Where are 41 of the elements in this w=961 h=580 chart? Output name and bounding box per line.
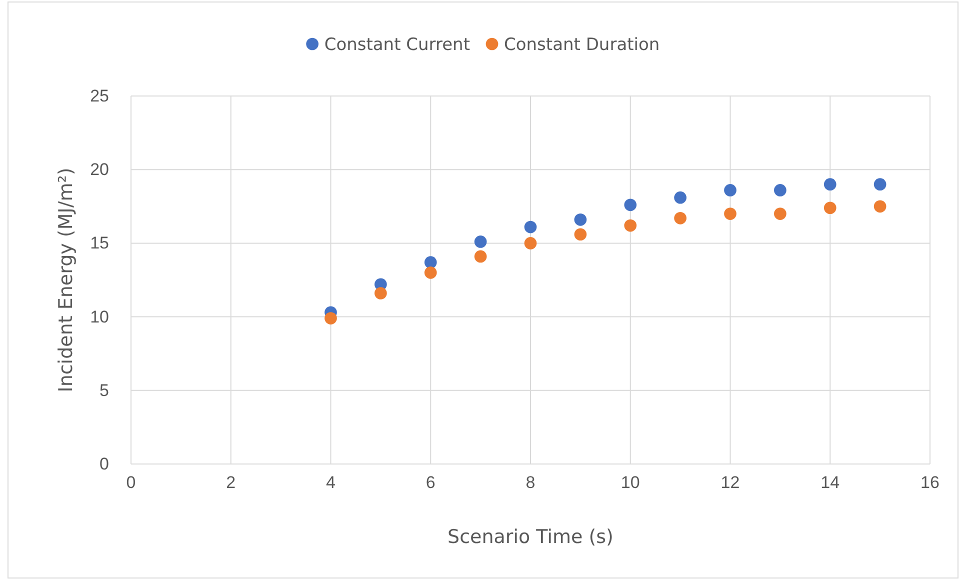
- point: [424, 266, 437, 279]
- x-tick-label: 0: [126, 473, 136, 492]
- x-tick-label: 10: [620, 473, 640, 492]
- x-tick-label: 4: [326, 473, 336, 492]
- y-tick-label: 25: [90, 86, 109, 106]
- x-tick-label: 14: [820, 473, 840, 492]
- point: [674, 212, 686, 224]
- point: [474, 236, 487, 248]
- x-tick-label: 2: [226, 473, 236, 492]
- x-tick-label: 16: [920, 473, 940, 492]
- point: [824, 202, 836, 214]
- y-tick-label: 10: [90, 307, 109, 326]
- x-tick-label: 12: [720, 473, 740, 492]
- point: [374, 287, 387, 300]
- point: [774, 184, 786, 196]
- point: [474, 250, 487, 263]
- y-axis-title: Incident Energy (MJ/m²): [55, 168, 77, 392]
- point: [624, 219, 637, 232]
- point: [574, 213, 587, 226]
- y-tick-label: 0: [100, 454, 109, 474]
- point: [874, 178, 886, 190]
- point: [524, 237, 537, 250]
- y-tick-label: 15: [90, 234, 109, 253]
- point: [674, 191, 686, 204]
- point: [424, 256, 437, 269]
- point: [524, 220, 537, 234]
- point: [724, 208, 736, 220]
- point: [774, 208, 786, 220]
- y-tick-label: 5: [100, 380, 109, 400]
- point: [824, 178, 836, 190]
- legend-label: Constant Current: [324, 35, 470, 55]
- point: [574, 228, 587, 241]
- point: [324, 312, 337, 324]
- point: [624, 198, 637, 212]
- x-axis-title: Scenario Time (s): [448, 526, 614, 548]
- point: [724, 184, 736, 196]
- point: [874, 200, 886, 213]
- x-tick-label: 6: [426, 473, 436, 492]
- x-tick-label: 8: [526, 473, 536, 492]
- legend-label: Constant Duration: [504, 35, 660, 55]
- y-tick-label: 20: [90, 160, 109, 180]
